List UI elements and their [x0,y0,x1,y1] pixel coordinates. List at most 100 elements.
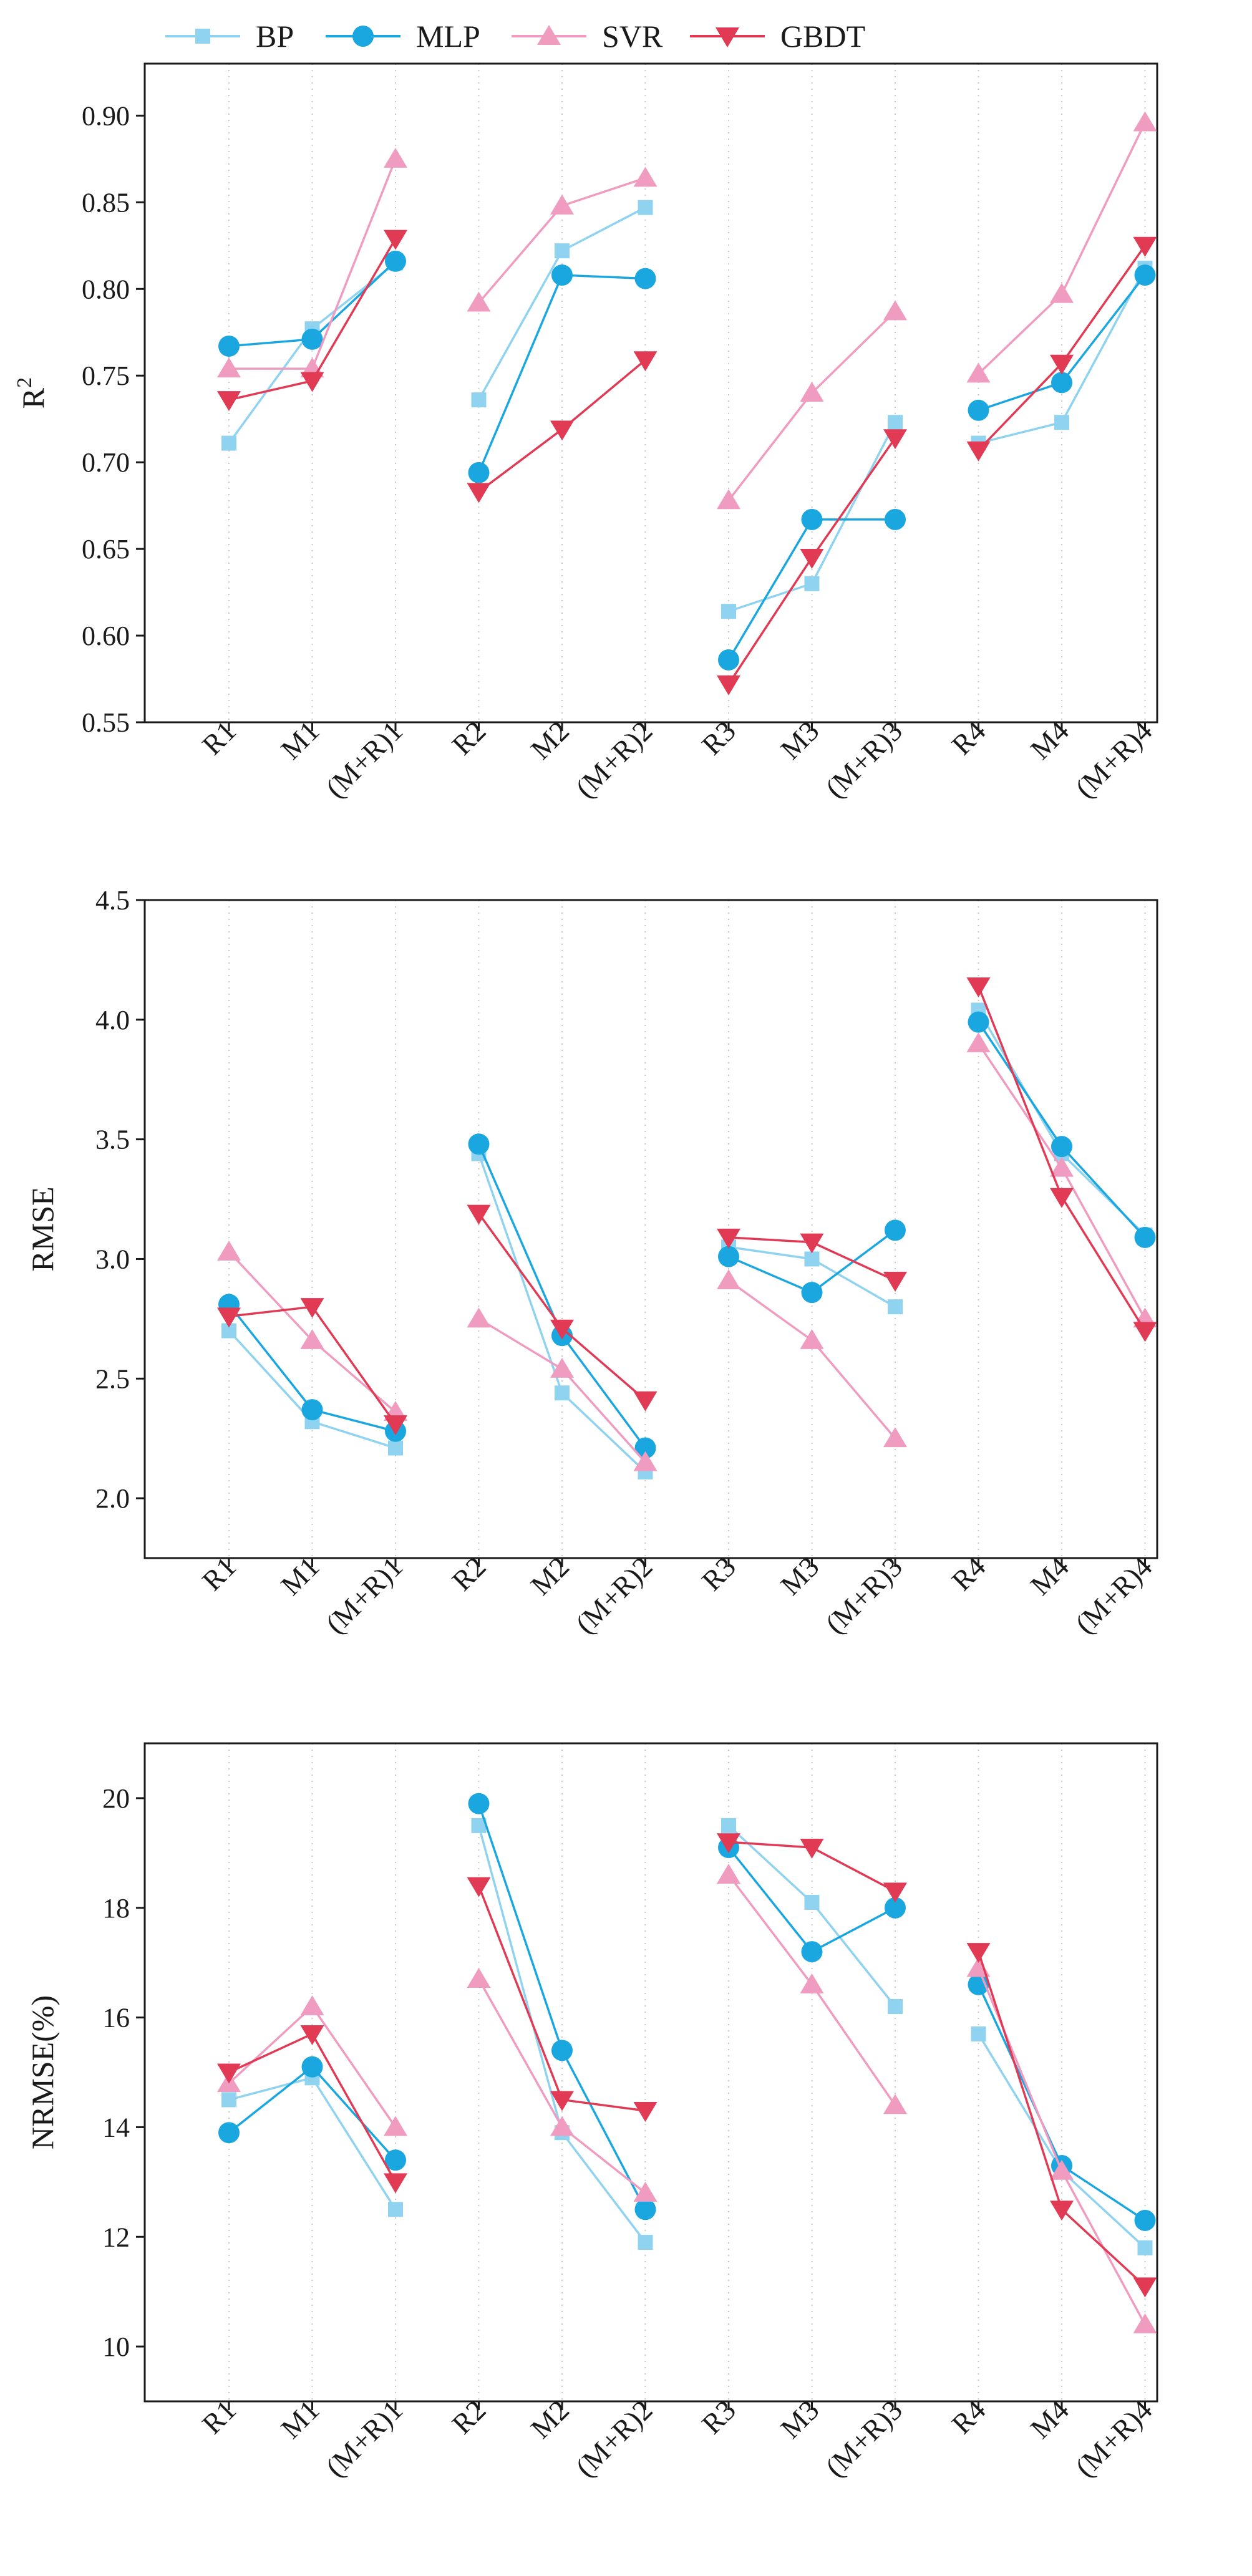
panel1-ytick-label: 0.55 [82,707,130,738]
legend-label-bp: BP [256,19,294,54]
panel2-category-label: (M+R)3 [819,1551,908,1640]
panel1-point-gbdt [966,441,991,462]
panel2-point-gbdt [384,1415,407,1436]
panel1-point-gbdt [467,483,491,503]
panel1-line-bp [228,262,397,444]
panel1-ytick-label: 0.75 [82,361,130,391]
panel3-line-gbdt [977,1951,1146,2287]
panel3-ytick-label: 16 [102,2003,130,2033]
panel2-ytick-label: 3.5 [95,1125,130,1155]
panel3-point-gbdt [1133,2277,1157,2298]
legend-marker-mlp [352,26,374,47]
panel2-ytick-label: 2.5 [95,1363,130,1394]
panel1-point-svr [800,382,824,402]
panel3-point-gbdt [217,2063,241,2084]
panel3-point-bp [971,2026,986,2041]
panel3-point-svr [883,2094,907,2114]
panel1-point-mlp [634,268,656,289]
panel1-point-svr [384,147,407,168]
panel2-point-mlp [885,1219,906,1241]
panel3-point-svr [467,1968,491,1988]
panel1-point-mlp [385,250,406,272]
panel3-point-bp [721,1818,736,1833]
panel3-point-gbdt [633,2102,658,2123]
panel1-point-mlp [1134,264,1156,286]
panel3-point-mlp [1134,2209,1156,2231]
panel3-point-svr [800,1973,824,1993]
panel2-ytick-label: 4.5 [95,885,130,916]
panel1-point-mlp [968,399,989,421]
panel1-point-bp [638,200,653,215]
panel2-category-label: (M+R)1 [319,1551,409,1640]
panel3-category-label: (M+R)1 [319,2394,409,2483]
panel2-point-mlp [301,1399,323,1421]
panel1-point-mlp [551,264,573,286]
panel2-line-svr [727,1279,896,1440]
panel1-point-svr [1133,111,1157,132]
panel2-point-gbdt [633,1391,658,1411]
panel1-category-label: (M+R)2 [570,715,659,804]
panel3-point-svr [550,2116,574,2136]
panel2-point-gbdt [800,1233,824,1254]
panel2-point-bp [555,1385,570,1401]
panel1-ylabel: R2 [13,377,51,409]
panel2-point-mlp [634,1437,656,1459]
panel1-point-svr [550,194,574,215]
panel1-point-gbdt [717,675,740,695]
panel2-ytick-label: 3.0 [95,1244,130,1274]
panel1-point-mlp [718,649,739,671]
panel1-ytick-label: 0.60 [82,621,130,651]
panel2-point-gbdt [300,1298,324,1319]
panel1-point-gbdt [550,420,574,441]
panel3-ylabel: NRMSE(%) [25,1995,60,2149]
panel1-point-svr [883,300,907,321]
panel3-ytick-label: 18 [102,1893,130,1924]
panel2-point-mlp [801,1282,823,1304]
panel3-point-mlp [634,2199,656,2220]
panel2-point-mlp [1134,1226,1156,1248]
panel3-ytick-label: 14 [102,2112,130,2143]
panel3-point-gbdt [384,2173,407,2194]
panel2-category-label: (M+R)2 [570,1551,659,1640]
panel1-point-bp [804,576,820,591]
panel1-point-svr [217,357,241,378]
panel3-point-gbdt [717,1833,740,1854]
panel2-point-mlp [718,1246,739,1267]
panel2-point-svr [633,1451,658,1471]
panel1-point-svr [467,291,491,312]
panel3-frame [143,1742,1158,2403]
panel2-ytick-label: 4.0 [95,1005,130,1035]
panel2-point-svr [550,1357,574,1378]
panel1-point-gbdt [633,351,658,372]
legend-label-gbdt: GBDT [780,19,865,54]
panel3-point-gbdt [550,2091,574,2111]
panel1-point-bp [471,392,487,408]
panel3-line-mlp [977,1984,1146,2222]
panel3-line-svr [977,1967,1147,2325]
panel3-point-gbdt [800,1839,824,1859]
panel1-category-label: (M+R)1 [319,715,409,804]
panel3-category-label: (M+R)2 [570,2394,659,2483]
panel1-point-gbdt [300,372,324,392]
panel2-point-svr [800,1329,824,1349]
panel3-ytick-label: 20 [102,1783,130,1814]
panel3-category-label: (M+R)3 [819,2394,908,2483]
panel2-point-mlp [1051,1136,1072,1158]
panel2-point-mlp [968,1011,989,1033]
panel1-point-bp [221,435,236,451]
panel2-point-svr [300,1329,324,1349]
panel2-point-svr [467,1307,491,1328]
panel2-point-gbdt [966,977,991,998]
legend-marker-svr [537,25,561,45]
panel3-point-gbdt [300,2025,324,2045]
panel2-point-gbdt [1050,1188,1074,1208]
panel3-point-gbdt [883,1882,907,1903]
panel1-point-mlp [885,508,906,530]
panel2-point-gbdt [883,1271,907,1292]
panel3-point-mlp [801,1941,823,1963]
panel2-point-mlp [468,1133,490,1155]
panel2-point-gbdt [1133,1322,1157,1342]
panel2-point-svr [1050,1156,1074,1177]
